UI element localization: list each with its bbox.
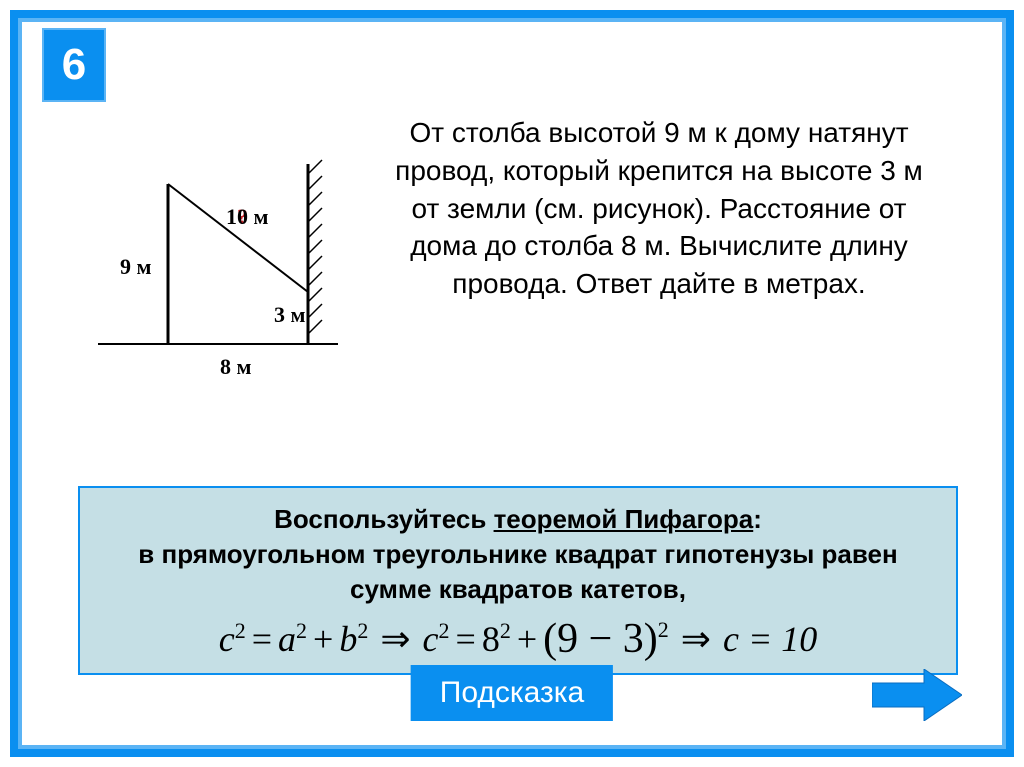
question-number: 6 [62,40,86,90]
arrow-right-icon [872,669,962,721]
geometry-diagram: 9 м 3 м 8 м ?10 м [78,144,358,404]
hint-text: Воспользуйтесь теоремой Пифагора: в прям… [98,502,938,607]
label-base: 8 м [220,354,252,379]
hint-line2: в прямоугольном треугольнике квадрат гип… [138,539,897,604]
question-number-badge: 6 [42,28,106,102]
next-arrow[interactable] [872,669,962,721]
label-pole-height: 9 м [120,254,152,279]
top-row: 9 м 3 м 8 м ?10 м От столба высотой 9 м … [18,114,1006,434]
hint-button-label: Подсказка [440,676,584,709]
diagram-container: 9 м 3 м 8 м ?10 м [58,114,378,434]
problem-text: От столба высотой 9 м к дому натянут про… [378,114,966,434]
hint-formula: c2 = a2 + b2 ⇒ c2 = 82 + (9 − 3)2 ⇒ c = … [98,615,938,663]
hint-box: Воспользуйтесь теоремой Пифагора: в прям… [78,486,958,675]
label-house-height: 3 м [274,302,306,327]
hint-colon: : [753,504,762,534]
label-wire: ?10 м [226,204,269,229]
slide-frame: 6 [12,12,1012,755]
hint-pre: Воспользуйтесь [274,504,493,534]
hint-button[interactable]: Подсказка [411,665,613,721]
hint-theorem: теоремой Пифагора [494,504,754,534]
